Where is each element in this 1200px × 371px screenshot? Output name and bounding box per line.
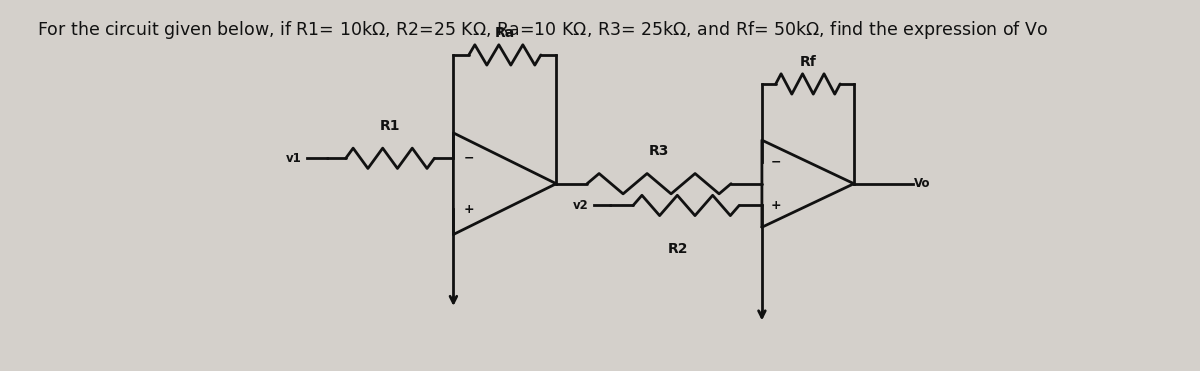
- Text: R2: R2: [667, 242, 689, 256]
- Text: +: +: [463, 203, 474, 216]
- Text: Vo: Vo: [913, 177, 930, 190]
- Text: −: −: [463, 152, 474, 165]
- Text: Ra: Ra: [494, 26, 515, 40]
- Text: v2: v2: [572, 199, 589, 212]
- Text: Rf: Rf: [799, 55, 816, 69]
- Text: −: −: [772, 155, 781, 168]
- Text: R3: R3: [649, 144, 670, 158]
- Text: For the circuit given below, if R1= 10k$\Omega$, R2=25 K$\Omega$, Ra=10 K$\Omega: For the circuit given below, if R1= 10k$…: [37, 19, 1048, 41]
- Text: R1: R1: [380, 119, 401, 133]
- Text: v1: v1: [286, 152, 302, 165]
- Text: +: +: [772, 199, 781, 212]
